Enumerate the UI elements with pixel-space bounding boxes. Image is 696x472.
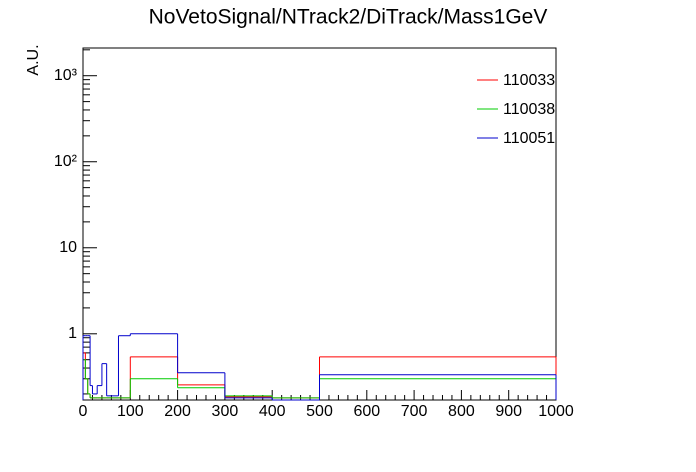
y-tick-label: 1 <box>68 325 77 342</box>
x-tick-label: 0 <box>79 403 88 420</box>
x-tick-label: 1000 <box>538 403 574 420</box>
y-tick-label: 10³ <box>54 67 78 84</box>
x-tick-label: 400 <box>259 403 286 420</box>
x-tick-label: 800 <box>448 403 475 420</box>
x-tick-label: 500 <box>306 403 333 420</box>
y-tick-label: 10 <box>59 239 77 256</box>
plot-frame <box>82 47 557 401</box>
y-tick-label: 10² <box>54 153 78 170</box>
chart-title: NoVetoSignal/NTrack2/DiTrack/Mass1GeV <box>149 6 548 29</box>
x-tick-label: 100 <box>117 403 144 420</box>
legend-label: 110038 <box>503 101 555 118</box>
legend-label: 110051 <box>503 130 555 147</box>
x-tick-label: 300 <box>212 403 239 420</box>
y-axis-label: A.U. <box>25 44 42 75</box>
x-tick-label: 900 <box>495 403 522 420</box>
legend-label: 110033 <box>503 72 555 89</box>
x-tick-label: 600 <box>353 403 380 420</box>
x-tick-label: 200 <box>164 403 191 420</box>
x-tick-label: 700 <box>401 403 428 420</box>
